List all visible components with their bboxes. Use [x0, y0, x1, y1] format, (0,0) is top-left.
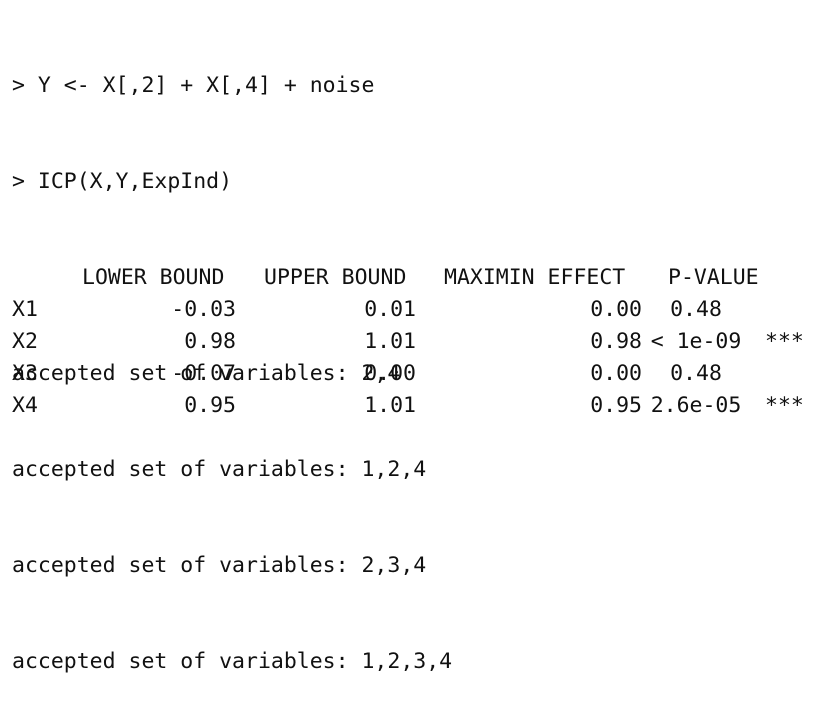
header-upper-bound: UPPER BOUND [264, 265, 407, 290]
p-value: 2.6e-05 [650, 393, 742, 418]
upper-bound-value: 0.01 [364, 297, 416, 322]
p-value: < 1e-09 [650, 329, 742, 354]
command-line: > Y <- X[,2] + X[,4] + noise [12, 73, 375, 98]
accepted-set-line: accepted set of variables: 2,4 [12, 361, 401, 386]
header-maximin-effect: MAXIMIN EFFECT [444, 265, 626, 290]
lower-bound-value: 0.98 [184, 329, 236, 354]
maximin-effect-value: 0.00 [590, 361, 642, 386]
command-line: > ICP(X,Y,ExpInd) [12, 169, 233, 194]
lower-bound-value: -0.03 [171, 297, 236, 322]
maximin-effect-value: 0.98 [590, 329, 642, 354]
row-name: X1 [12, 297, 38, 322]
maximin-effect-value: 0.00 [590, 297, 642, 322]
upper-bound-value: 0.00 [364, 361, 416, 386]
lower-bound-value: 0.95 [184, 393, 236, 418]
significance-marker: *** [765, 329, 804, 354]
p-value: 0.48 [670, 361, 722, 386]
header-p-value: P-VALUE [668, 265, 759, 290]
significance-marker: *** [765, 393, 804, 418]
accepted-set-line: accepted set of variables: 1,2,4 [12, 457, 427, 482]
row-name: X4 [12, 393, 38, 418]
header-lower-bound: LOWER BOUND [82, 265, 225, 290]
accepted-set-line: accepted set of variables: 1,2,3,4 [12, 649, 453, 674]
upper-bound-value: 1.01 [364, 329, 416, 354]
p-value: 0.48 [670, 297, 722, 322]
row-name: X3 [12, 361, 38, 386]
lower-bound-value: -0.07 [171, 361, 236, 386]
row-name: X2 [12, 329, 38, 354]
maximin-effect-value: 0.95 [590, 393, 642, 418]
upper-bound-value: 1.01 [364, 393, 416, 418]
accepted-set-line: accepted set of variables: 2,3,4 [12, 553, 427, 578]
